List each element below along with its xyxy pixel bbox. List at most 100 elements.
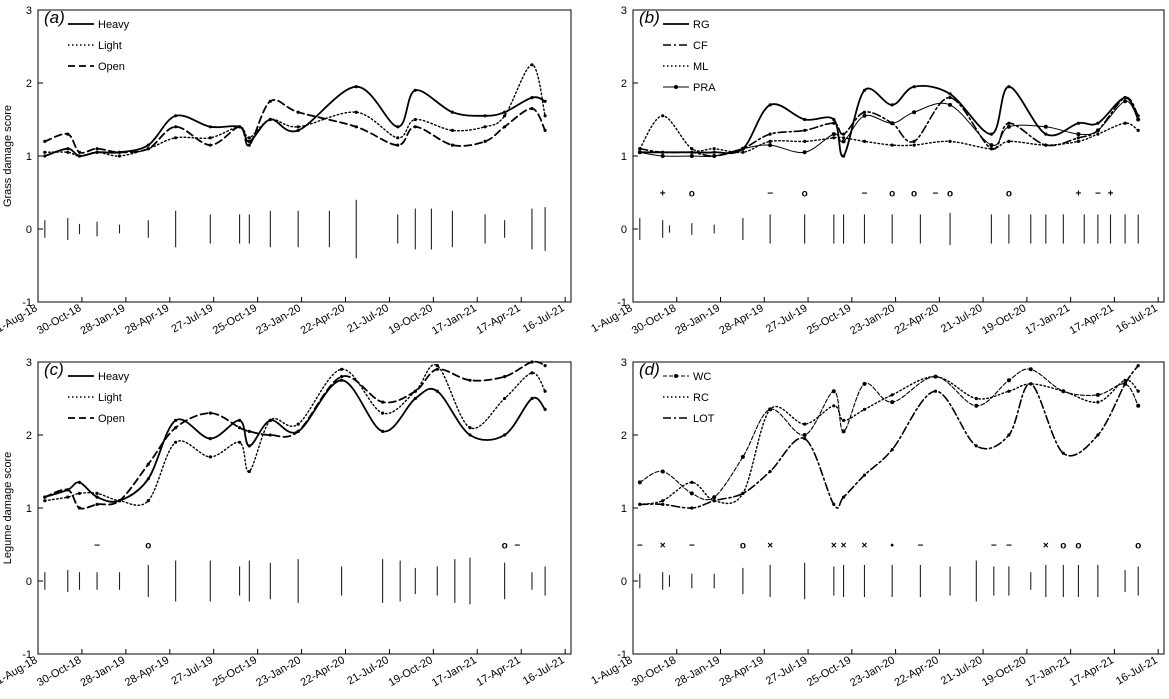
data-point	[530, 396, 534, 401]
data-point	[483, 125, 487, 129]
data-point	[208, 125, 212, 129]
x-tick-label: 28-Apr-19	[123, 302, 171, 337]
data-point	[268, 117, 272, 122]
data-point	[890, 448, 894, 452]
data-point	[208, 437, 212, 441]
data-point	[862, 407, 867, 411]
x-tick-label: 16-Jul-21	[521, 302, 567, 335]
legend-label: Heavy	[98, 371, 130, 383]
x-tick-label: 28-Apr-19	[123, 654, 171, 689]
data-point	[948, 102, 952, 107]
data-point	[689, 491, 694, 496]
data-point	[543, 99, 547, 103]
data-point	[413, 125, 417, 129]
data-point	[503, 125, 507, 129]
data-point	[768, 407, 772, 411]
significance-marker: o	[740, 541, 746, 552]
data-point	[95, 502, 99, 506]
data-point	[208, 411, 212, 415]
y-tick-label: 1	[621, 503, 627, 515]
y-tick-label: 3	[26, 5, 32, 17]
data-point	[174, 114, 178, 118]
data-point	[841, 429, 846, 434]
data-point	[43, 495, 47, 499]
data-point	[543, 407, 547, 411]
legend-label: RG	[693, 19, 710, 31]
data-point	[1136, 403, 1141, 408]
x-tick-label: 30-Oct-18	[35, 302, 83, 337]
data-point	[842, 136, 846, 140]
data-point	[95, 495, 99, 499]
data-point	[146, 147, 150, 151]
data-point	[890, 143, 894, 147]
data-point	[117, 150, 122, 154]
legend-label: CF	[693, 40, 708, 52]
x-tick-label: 1-Aug-18	[589, 654, 634, 687]
x-tick-label: 27-Jul-19	[764, 654, 810, 687]
data-point	[413, 396, 417, 401]
data-point	[174, 418, 178, 422]
y-tick-label: 2	[621, 430, 627, 442]
panel-a: -1 0 1 2 3 1-Aug-1830-Oct-1828-Jan-1928-Apr-1…	[0, 5, 572, 337]
data-point	[831, 389, 836, 394]
x-tick-label: 28-Jan-19	[78, 302, 127, 337]
data-point	[238, 426, 242, 430]
x-tick-label: 27-Jul-19	[169, 302, 215, 335]
data-point	[483, 139, 487, 143]
panel-d: -1 0 1 2 3 1-Aug-1830-Oct-1828-Jan-1928-Apr-1…	[589, 357, 1165, 689]
x-tick-label: 21-Jul-20	[939, 654, 985, 687]
data-point	[483, 114, 487, 118]
y-tick-label: 3	[621, 5, 627, 17]
series-line	[639, 375, 1139, 506]
data-point	[1096, 433, 1100, 437]
data-point	[503, 114, 507, 118]
significance-marker: −	[94, 541, 100, 552]
data-point	[862, 113, 867, 118]
data-point	[530, 63, 534, 67]
series-line	[43, 99, 546, 154]
data-point	[238, 440, 242, 444]
data-point	[690, 480, 694, 484]
data-point	[340, 378, 344, 382]
significance-marker: ×	[1043, 541, 1049, 552]
data-point	[247, 143, 251, 147]
data-point	[66, 488, 70, 492]
data-point	[1136, 114, 1140, 118]
data-point	[841, 139, 846, 144]
x-tick-label: 17-Apr-21	[474, 654, 522, 689]
data-point	[712, 150, 716, 154]
data-point	[268, 99, 272, 103]
significance-marker: −	[689, 541, 695, 552]
data-point	[77, 480, 82, 484]
data-point	[989, 132, 994, 136]
data-point	[1096, 132, 1100, 136]
data-point	[690, 506, 694, 510]
data-point	[396, 125, 400, 129]
series-line	[638, 85, 1140, 157]
y-tick-label: -1	[617, 649, 627, 661]
significance-marker: −	[917, 541, 923, 552]
data-point	[890, 103, 894, 107]
data-point	[661, 150, 665, 154]
data-point	[661, 502, 665, 506]
x-tick-label: 16-Jul-21	[521, 654, 567, 687]
data-point	[862, 473, 867, 477]
significance-marker: o	[1006, 189, 1012, 200]
data-point	[503, 433, 507, 437]
series-line	[44, 64, 546, 157]
data-point	[1076, 139, 1080, 143]
significance-marker: −	[1095, 189, 1101, 200]
data-point	[862, 88, 867, 92]
data-point	[450, 143, 454, 147]
data-point	[117, 499, 122, 503]
data-point	[638, 147, 642, 151]
significance-marker: +	[660, 189, 666, 200]
legend-marker	[674, 374, 678, 378]
data-point	[1028, 367, 1033, 372]
data-point	[1096, 400, 1100, 404]
data-point	[340, 367, 344, 371]
significance-marker: o	[1135, 541, 1141, 552]
data-point	[661, 499, 665, 503]
panel-label: (c)	[44, 360, 64, 379]
data-point	[296, 128, 300, 132]
